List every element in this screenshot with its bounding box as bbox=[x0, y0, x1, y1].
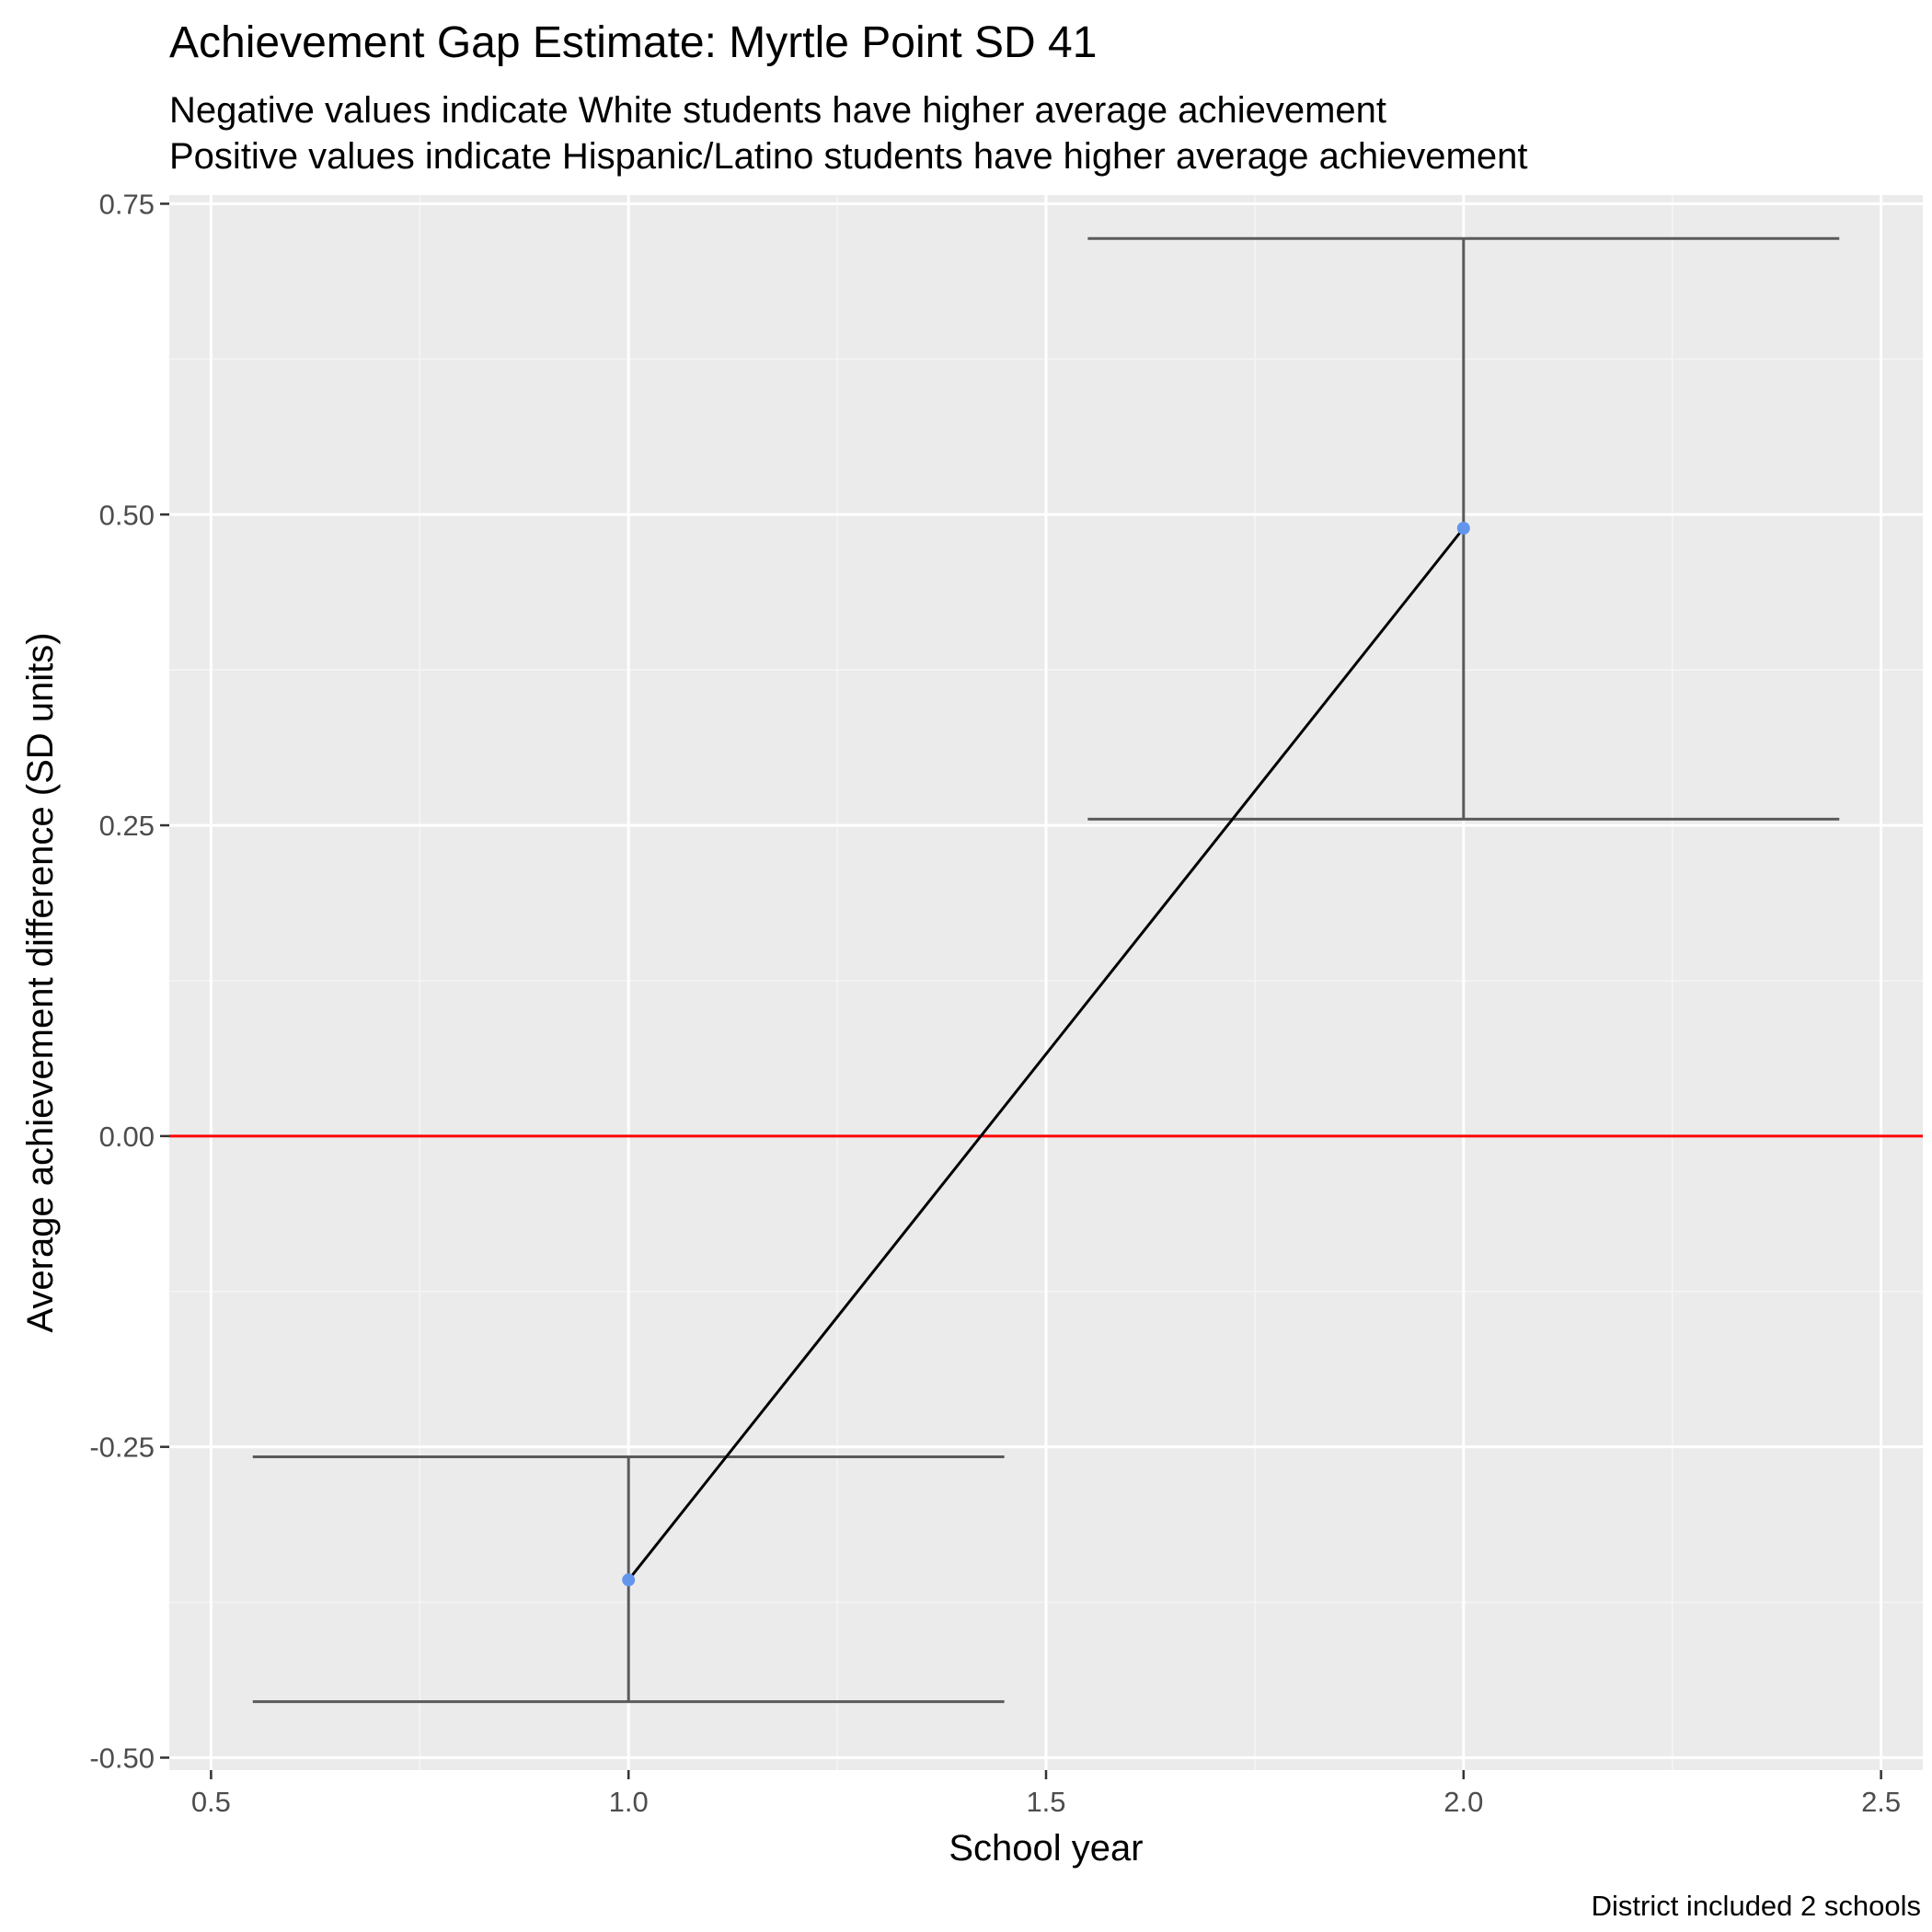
y-axis: -0.50 -0.25 0.00 0.25 0.50 0.75 bbox=[89, 188, 169, 1774]
y-tick-label: 0.75 bbox=[99, 188, 155, 220]
error-bars bbox=[252, 236, 1840, 1704]
chart-title: Achievement Gap Estimate: Myrtle Point S… bbox=[169, 18, 1097, 67]
y-tick-label: 0.50 bbox=[99, 499, 155, 531]
x-axis: 0.5 1.0 1.5 2.0 2.5 bbox=[191, 1770, 1901, 1818]
y-tick-label: 0.25 bbox=[99, 810, 155, 842]
x-tick-label: 2.5 bbox=[1861, 1786, 1901, 1818]
chart-caption: District included 2 schools bbox=[1592, 1890, 1921, 1922]
y-tick-label: -0.25 bbox=[89, 1432, 155, 1464]
x-tick-label: 1.0 bbox=[609, 1786, 649, 1818]
chart-subtitle-line-1: Negative values indicate White students … bbox=[169, 90, 1386, 131]
x-tick-label: 1.5 bbox=[1026, 1786, 1065, 1818]
data-point bbox=[1456, 522, 1470, 535]
y-axis-title: Average achievement difference (SD units… bbox=[20, 632, 61, 1332]
data-point bbox=[622, 1573, 636, 1587]
x-tick-label: 0.5 bbox=[191, 1786, 231, 1818]
series-line-group bbox=[627, 527, 1465, 1581]
x-axis-title: School year bbox=[949, 1828, 1143, 1869]
x-tick-label: 2.0 bbox=[1443, 1786, 1483, 1818]
y-tick-label: -0.50 bbox=[89, 1742, 155, 1774]
y-tick-label: 0.00 bbox=[99, 1121, 155, 1153]
data-points bbox=[622, 522, 1470, 1587]
series-line bbox=[627, 527, 1465, 1581]
chart-subtitle-line-2: Positive values indicate Hispanic/Latino… bbox=[169, 136, 1527, 177]
